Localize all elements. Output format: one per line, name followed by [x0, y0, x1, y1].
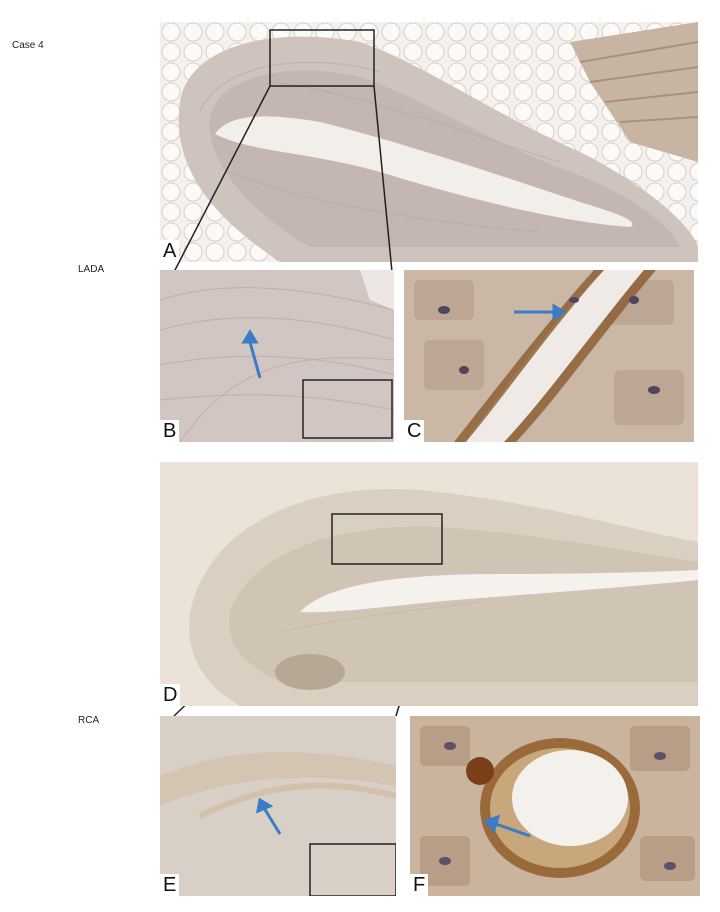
panel-c-letter: C: [404, 420, 425, 442]
panel-a-micrograph: A: [160, 22, 698, 262]
panel-f-micrograph: F: [410, 716, 700, 896]
panel-d-micrograph: D: [160, 462, 698, 706]
row-label-lada: LADA: [78, 264, 105, 275]
panel-e-micrograph: E: [160, 716, 396, 896]
panel-e-letter: E: [160, 874, 180, 896]
panel-b-micrograph: B: [160, 270, 394, 442]
case-label: Case 4: [12, 40, 44, 51]
panel-f-letter: F: [410, 874, 429, 896]
arrow-icon: [483, 814, 531, 838]
panel-b-letter: B: [160, 420, 180, 442]
panel-c-micrograph: C: [404, 270, 694, 442]
panel-d-letter: D: [160, 684, 181, 706]
arrow-icon: [256, 797, 282, 835]
arrow-icon: [514, 303, 567, 321]
panel-a-letter: A: [160, 240, 180, 262]
arrow-icon: [241, 329, 262, 379]
row-label-rca: RCA: [78, 715, 100, 726]
